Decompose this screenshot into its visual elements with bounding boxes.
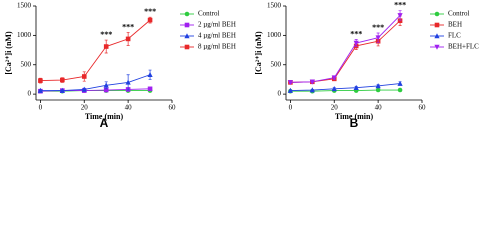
annotation: ***: [100, 30, 112, 39]
marker: [184, 22, 190, 28]
y-tick-label: 500: [271, 60, 282, 68]
marker: [184, 11, 190, 17]
marker: [375, 87, 381, 93]
marker: [103, 44, 109, 49]
legend-label: 8 µg/ml BEH: [198, 43, 236, 51]
x-tick-label: 0: [289, 104, 293, 112]
annotation: ***: [350, 29, 362, 38]
marker: [309, 79, 315, 85]
annotation: ***: [394, 1, 406, 10]
x-tick-label: 40: [375, 104, 383, 112]
x-tick-label: 20: [81, 104, 89, 112]
series-line: [290, 15, 401, 83]
marker: [434, 11, 440, 17]
x-tick-label: 60: [169, 104, 177, 112]
legend-label: Control: [448, 10, 469, 18]
marker: [353, 84, 359, 90]
legend-label: 2 µg/ml BEH: [198, 21, 236, 29]
x-tick-label: 40: [125, 104, 133, 112]
y-tick-label: 500: [21, 60, 32, 68]
series-line: [290, 89, 401, 92]
y-tick-label: 1500: [267, 2, 282, 10]
marker: [125, 79, 131, 85]
marker: [147, 86, 153, 92]
marker: [103, 87, 109, 93]
legend-label: FLC: [448, 32, 461, 40]
marker: [125, 36, 131, 42]
marker: [184, 33, 190, 39]
marker: [434, 33, 440, 39]
marker: [147, 71, 153, 78]
series-line: [40, 74, 151, 92]
panel-label: B: [350, 116, 359, 130]
marker: [353, 40, 359, 46]
annotation: ***: [372, 23, 384, 32]
marker: [375, 83, 381, 89]
legend-label: 4 µg/ml BEH: [198, 32, 236, 40]
marker: [309, 87, 315, 93]
marker: [184, 44, 190, 50]
marker: [397, 13, 403, 19]
marker: [81, 74, 87, 79]
y-axis-label: [Ca²⁺]i (nM): [4, 31, 13, 75]
x-tick-label: 20: [331, 104, 339, 112]
marker: [147, 17, 153, 23]
legend-label: BEH: [448, 21, 462, 29]
x-tick-label: 60: [419, 104, 427, 112]
marker: [397, 18, 403, 23]
marker: [60, 77, 65, 83]
marker: [375, 35, 381, 41]
legend-label: Control: [198, 10, 219, 18]
marker: [397, 80, 403, 86]
marker: [81, 86, 87, 92]
marker: [287, 80, 293, 86]
y-tick-label: 1500: [17, 2, 32, 10]
annotation: ***: [122, 22, 134, 31]
marker: [38, 78, 43, 83]
marker: [331, 75, 337, 81]
y-tick-label: 1000: [17, 31, 32, 39]
marker: [331, 86, 337, 92]
y-tick-label: 0: [278, 90, 282, 98]
marker: [397, 87, 403, 93]
annotation: ***: [144, 7, 156, 16]
marker: [59, 87, 65, 93]
series-line: [290, 83, 401, 92]
marker: [37, 87, 43, 93]
series-line: [40, 19, 151, 82]
x-axis-label: Time (min): [85, 112, 124, 121]
y-tick-label: 0: [28, 90, 32, 98]
legend-label: BEH+FLC: [448, 43, 479, 51]
x-axis-label: Time (min): [335, 112, 374, 121]
x-tick-label: 0: [39, 104, 43, 112]
panel-label: A: [100, 116, 109, 130]
marker: [434, 22, 440, 28]
marker: [103, 82, 109, 88]
figure: 0 500 1000 1500 0 20 40 60 Time (min) [Ca²⁺]i (nM…: [4, 1, 479, 130]
marker: [287, 87, 293, 93]
y-tick-label: 1000: [267, 31, 282, 39]
marker: [434, 44, 440, 50]
y-axis-label: [Ca²⁺]i (nM): [254, 31, 263, 75]
page: {"chart_data":[ {"type":"line","panel_la…: [3, 0, 480, 130]
